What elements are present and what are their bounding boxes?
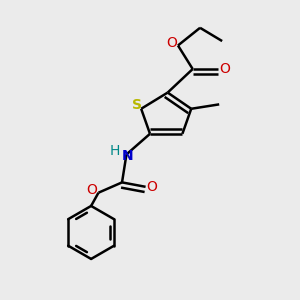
Text: H: H — [110, 145, 120, 158]
Text: O: O — [87, 183, 98, 197]
Text: S: S — [132, 98, 142, 112]
Text: O: O — [166, 35, 177, 50]
Text: N: N — [122, 149, 134, 163]
Text: O: O — [147, 180, 158, 194]
Text: O: O — [219, 62, 230, 76]
